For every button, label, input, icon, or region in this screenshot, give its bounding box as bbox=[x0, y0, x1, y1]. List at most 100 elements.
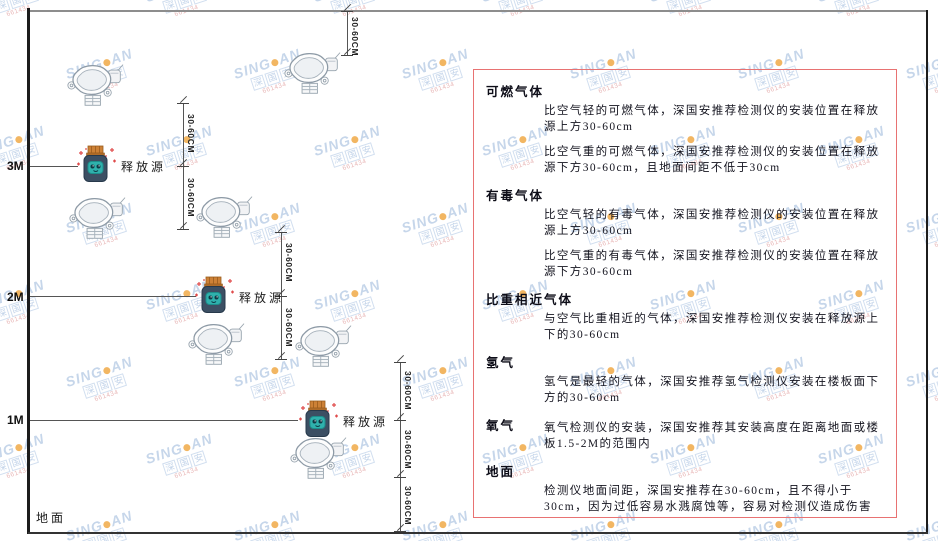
watermark-company: 深国安 bbox=[330, 137, 387, 168]
watermark-company-char: 安 bbox=[22, 450, 40, 467]
dim-tick bbox=[275, 359, 287, 360]
dim-line-1m bbox=[400, 362, 401, 532]
watermark-company-char: 国 bbox=[344, 300, 361, 318]
watermark-code: 661434 bbox=[341, 157, 368, 173]
watermark-dot-icon bbox=[182, 443, 192, 452]
panel-section: 有毒气体比空气轻的有毒气体，深国安推荐检测仪的安装位置在释放源上方30-60cm… bbox=[486, 185, 882, 280]
watermark-company-char: 国 bbox=[176, 300, 193, 318]
watermark-dot-icon bbox=[606, 520, 616, 529]
watermark-company-char: 安 bbox=[526, 0, 544, 5]
dim-tick bbox=[394, 531, 406, 532]
section-paragraph: 与空气比重相近的气体，深国安推荐检测仪安装在释放源上下的30-60cm bbox=[544, 313, 880, 341]
watermark-company-char: 安 bbox=[862, 0, 880, 5]
watermark-company-char: 深 bbox=[418, 536, 435, 541]
watermark-company-char: 安 bbox=[190, 450, 208, 467]
watermark-dot-icon bbox=[14, 135, 24, 144]
height-label-1m: 1M bbox=[7, 413, 24, 427]
watermark-code: 661434 bbox=[934, 536, 938, 541]
watermark-code: 661434 bbox=[429, 80, 456, 96]
dim-tick bbox=[275, 296, 287, 297]
watermark-code: 661434 bbox=[173, 157, 200, 173]
dim-tick bbox=[177, 166, 189, 167]
watermark-company-char: 国 bbox=[176, 454, 193, 472]
watermark-company-char: 安 bbox=[782, 527, 800, 541]
watermark-company-char: 深 bbox=[0, 305, 11, 322]
watermark-company-char: 安 bbox=[22, 0, 40, 5]
dim-label: 30-60CM bbox=[284, 308, 294, 348]
gas-detector-icon bbox=[68, 194, 126, 241]
right-wall-line bbox=[926, 10, 928, 534]
left-wall-line bbox=[27, 8, 30, 534]
gas-detector-icon bbox=[294, 322, 352, 369]
watermark-company-char: 深 bbox=[418, 228, 435, 245]
watermark-company-char: 深 bbox=[250, 536, 267, 541]
watermark-company-char: 深 bbox=[586, 536, 603, 541]
watermark-company-char: 国 bbox=[8, 454, 25, 472]
watermark-company: 深国安 bbox=[418, 214, 475, 245]
release-source-label: 释放源 bbox=[343, 415, 389, 429]
watermark-company: 深国安 bbox=[250, 368, 307, 399]
watermark-dot-icon bbox=[774, 58, 784, 67]
watermark-company-char: 国 bbox=[432, 223, 449, 241]
watermark-company-char: 深 bbox=[330, 305, 347, 322]
watermark-company-char: 安 bbox=[278, 527, 296, 541]
watermark-company-char: 深 bbox=[418, 74, 435, 91]
watermark-company-char: 深 bbox=[162, 459, 179, 476]
section-heading: 地面 bbox=[486, 465, 516, 479]
dim-tick bbox=[341, 55, 353, 56]
watermark-company-char: 安 bbox=[614, 527, 632, 541]
level-line-2m bbox=[30, 296, 196, 297]
watermark-company-char: 深 bbox=[922, 536, 938, 541]
watermark-code: 661434 bbox=[262, 536, 310, 541]
watermark-dot-icon bbox=[102, 520, 112, 529]
section-heading: 比重相近气体 bbox=[486, 293, 574, 307]
watermark-company-char: 深 bbox=[82, 536, 99, 541]
watermark-company-char: 国 bbox=[176, 0, 193, 10]
watermark-company-char: 国 bbox=[344, 146, 361, 164]
watermark-dot-icon bbox=[438, 58, 448, 67]
panel-section: 比重相近气体与空气比重相近的气体，深国安推荐检测仪安装在释放源上下的30-60c… bbox=[486, 289, 882, 343]
dim-tick bbox=[177, 229, 189, 230]
watermark-dot-icon bbox=[14, 443, 24, 452]
section-paragraph: 检测仪地面间距，深国安推荐在30-60cm，且不得小于30cm，因为过低容易水溅… bbox=[544, 485, 872, 513]
section-heading: 有毒气体 bbox=[486, 189, 545, 203]
watermark-company: 深国安 bbox=[162, 445, 219, 476]
watermark-code: 661434 bbox=[93, 388, 120, 404]
section-paragraph: 氢气是最轻的气体，深国安推荐氢气检测仪安装在楼板面下方的30-60cm bbox=[544, 376, 880, 404]
gas-detector-icon bbox=[187, 320, 245, 367]
watermark-company-char: 国 bbox=[680, 0, 697, 10]
watermark-company-char: 深 bbox=[0, 0, 11, 14]
watermark-company-char: 安 bbox=[110, 373, 128, 390]
watermark-company-char: 安 bbox=[358, 0, 376, 5]
watermark-code: 661434 bbox=[429, 388, 456, 404]
watermark-code: 661434 bbox=[933, 80, 938, 96]
level-line-1m bbox=[30, 420, 298, 421]
gas-detector-icon bbox=[66, 61, 124, 108]
watermark-company-char: 深 bbox=[0, 459, 11, 476]
dim-label: 30-60CM bbox=[350, 17, 360, 57]
watermark-code: 661434 bbox=[598, 536, 646, 541]
watermark-company-char: 深 bbox=[162, 305, 179, 322]
watermark-company-char: 安 bbox=[446, 219, 464, 236]
release-source-icon bbox=[192, 276, 236, 316]
watermark-company-char: 国 bbox=[432, 377, 449, 395]
watermark-dot-icon bbox=[350, 289, 360, 298]
dim-label: 30-60CM bbox=[403, 430, 413, 470]
watermark-company-char: 安 bbox=[358, 450, 376, 467]
watermark-code: 661434 bbox=[173, 465, 200, 481]
watermark-company-char: 安 bbox=[22, 296, 40, 313]
section-paragraph: 比空气轻的有毒气体，深国安推荐检测仪的安装位置在释放源上方30-60cm bbox=[544, 209, 880, 237]
